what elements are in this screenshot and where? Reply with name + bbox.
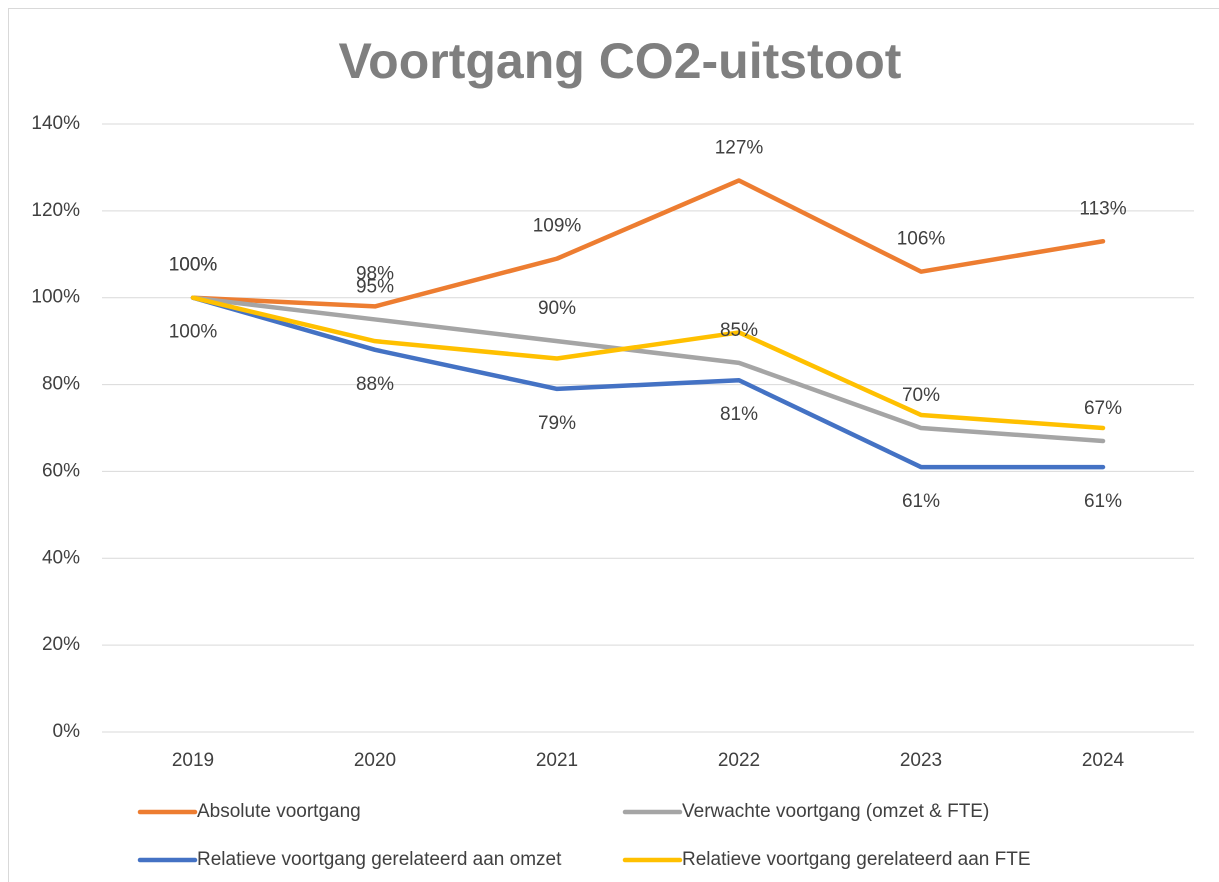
- x-tick-label: 2019: [172, 750, 214, 771]
- legend-label: Relatieve voortgang gerelateerd aan omze…: [197, 849, 562, 870]
- series-line: [190, 295, 1106, 444]
- series-line: [190, 295, 1106, 470]
- legend-label: Verwachte voortgang (omzet & FTE): [682, 801, 989, 822]
- data-label: 109%: [533, 216, 582, 237]
- y-tick-label: 40%: [42, 547, 80, 568]
- y-tick-label: 140%: [31, 113, 80, 134]
- data-label: 67%: [1084, 398, 1122, 419]
- series-line: [190, 178, 1106, 309]
- data-label: 90%: [538, 298, 576, 319]
- data-label: 100%: [169, 255, 218, 276]
- data-label: 85%: [720, 320, 758, 341]
- chart-title: Voortgang CO2-uitstoot: [339, 33, 902, 89]
- y-tick-label: 0%: [53, 721, 81, 742]
- data-label: 81%: [720, 404, 758, 425]
- data-label: 88%: [356, 374, 394, 395]
- data-label: 113%: [1079, 198, 1126, 219]
- legend-label: Absolute voortgang: [197, 801, 361, 822]
- data-label: 98%: [356, 263, 394, 284]
- x-tick-label: 2024: [1082, 750, 1125, 771]
- y-tick-label: 120%: [31, 200, 80, 221]
- data-label: 61%: [902, 491, 940, 512]
- y-tick-label: 60%: [42, 460, 80, 481]
- series-line: [190, 295, 1106, 431]
- y-tick-label: 100%: [31, 287, 80, 308]
- y-tick-label: 20%: [42, 634, 80, 655]
- data-label: 79%: [538, 413, 576, 434]
- legend-label: Relatieve voortgang gerelateerd aan FTE: [682, 849, 1031, 870]
- data-label: 127%: [715, 137, 764, 158]
- x-tick-label: 2023: [900, 750, 942, 771]
- x-tick-label: 2021: [536, 750, 578, 771]
- data-label: 100%: [169, 322, 218, 343]
- data-label: 106%: [897, 229, 946, 250]
- x-tick-label: 2020: [354, 750, 396, 771]
- data-label: 95%: [356, 276, 394, 297]
- x-tick-label: 2022: [718, 750, 760, 771]
- chart-border: [8, 8, 1219, 882]
- data-label: 61%: [1084, 491, 1122, 512]
- data-label: 70%: [902, 385, 940, 406]
- data-label: 100%: [169, 255, 218, 276]
- y-tick-label: 80%: [42, 374, 80, 395]
